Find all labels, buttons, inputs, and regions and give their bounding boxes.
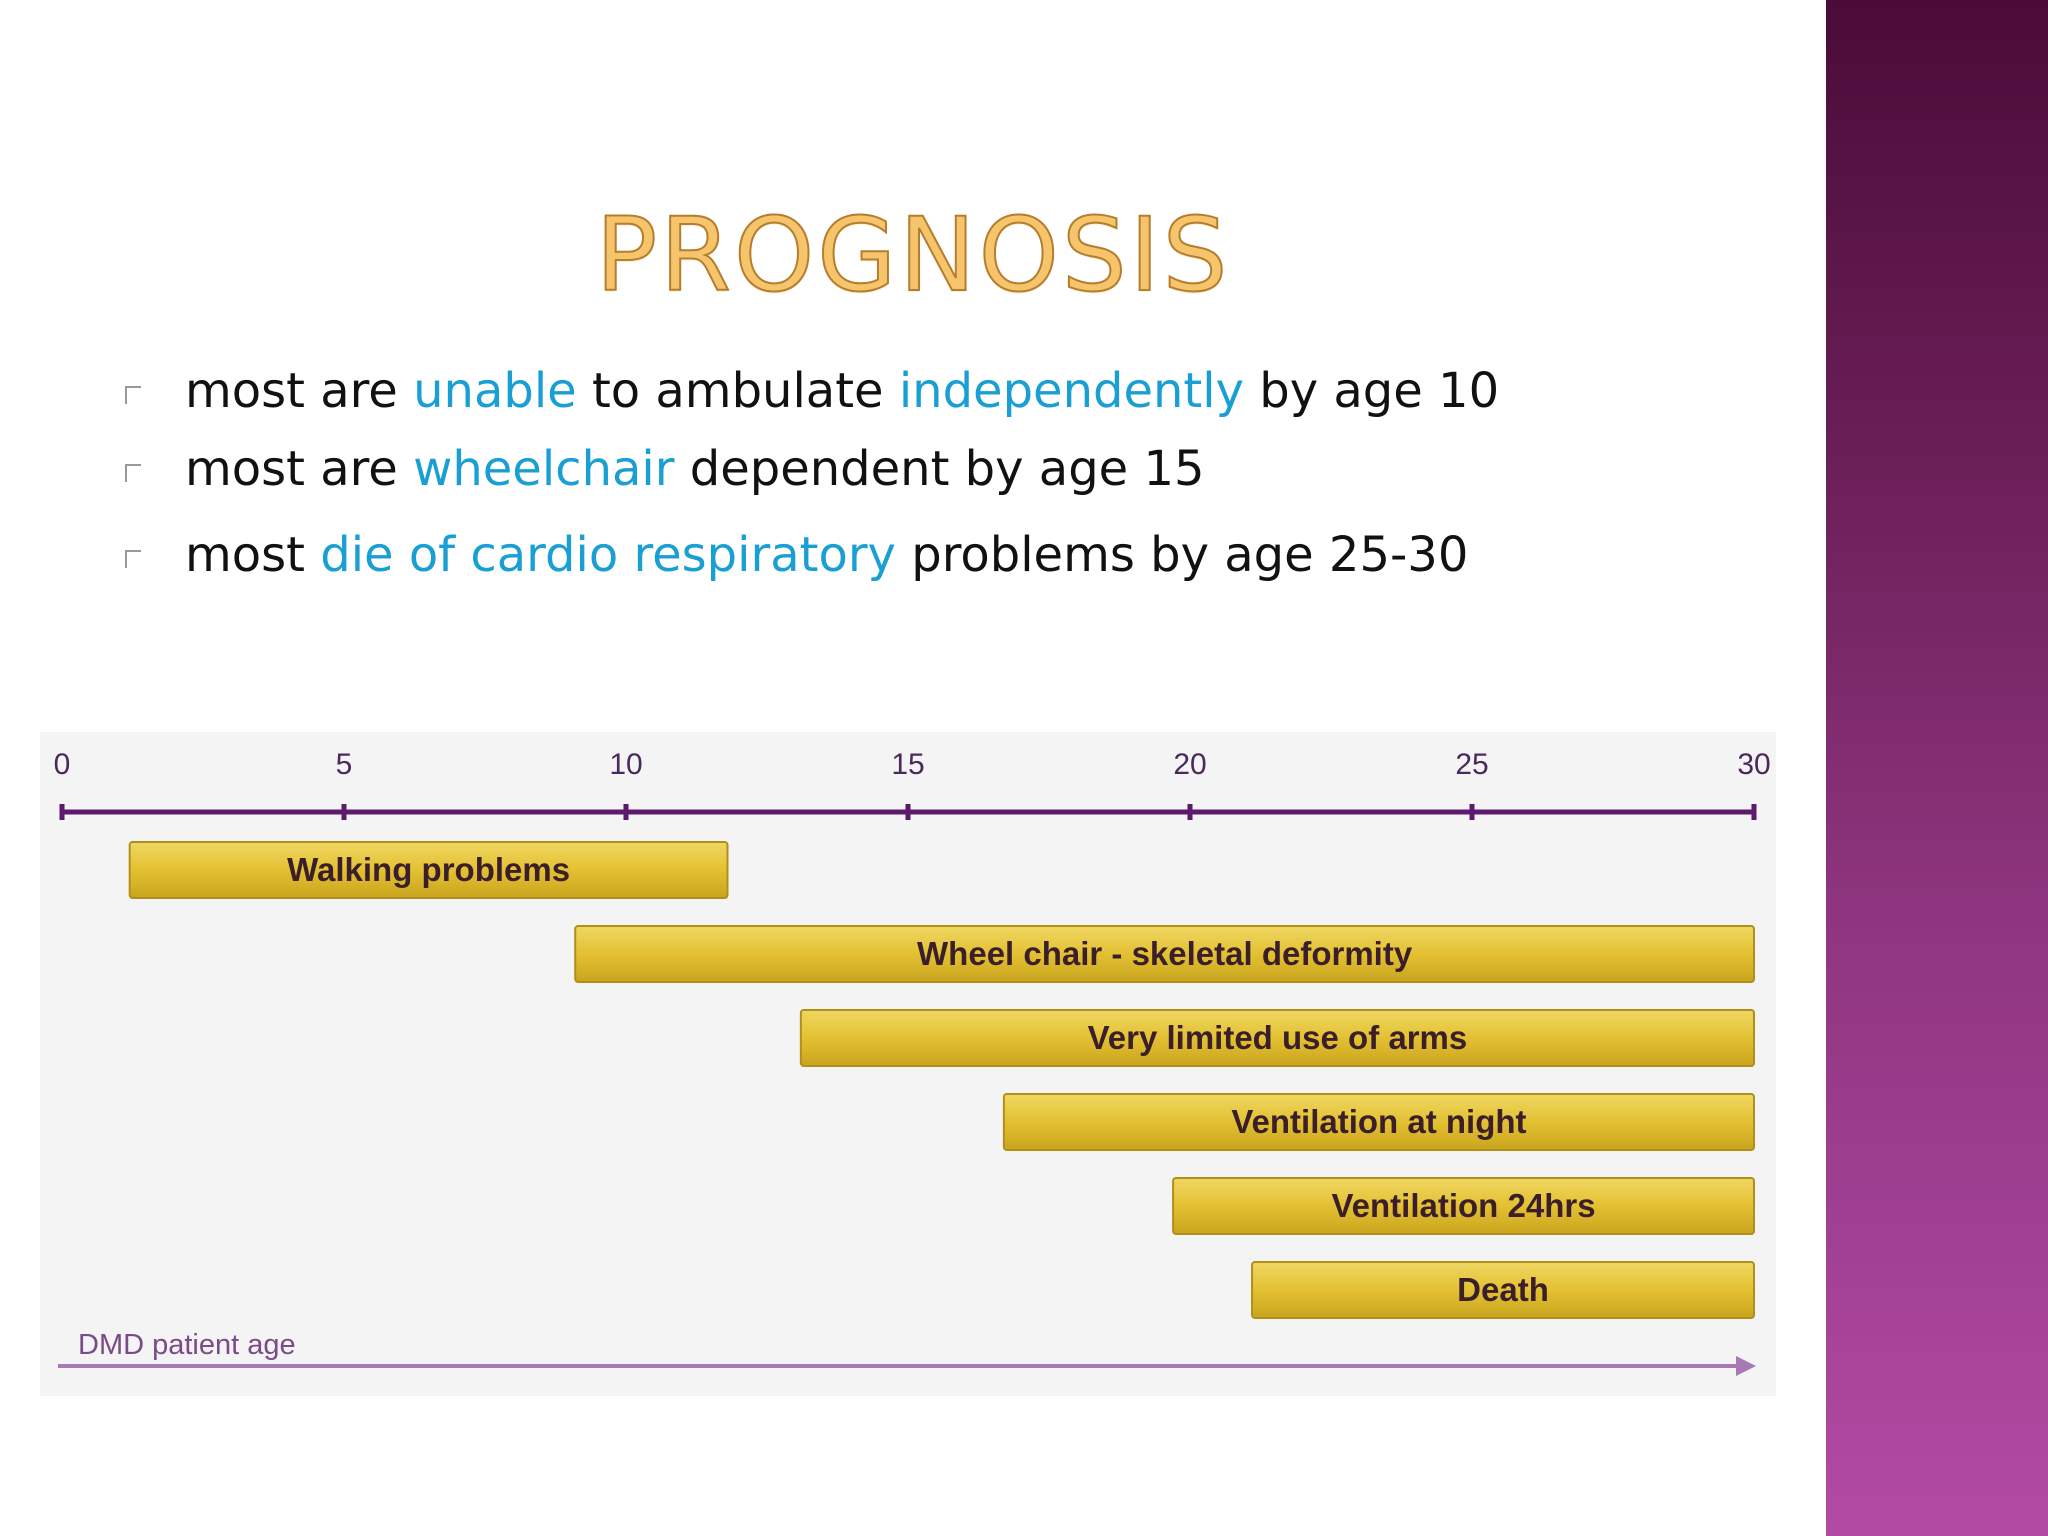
range-bar [1251,1261,1756,1319]
bullet-text: most are unable to ambulate independentl… [185,360,1499,422]
range-bar [574,925,1755,983]
x-tick-label: 30 [1737,748,1770,781]
bullet-highlight: wheelchair [413,441,675,497]
x-tick-label: 5 [336,748,353,781]
range-bar [1172,1177,1755,1235]
range-bar-label: Ventilation 24hrs [1331,1187,1595,1224]
range-bar-label: Ventilation at night [1231,1103,1526,1140]
bullet-segment: by age 10 [1243,363,1500,419]
bullet-marker-icon [125,464,141,482]
bullet-marker-icon [125,386,141,404]
bullet-highlight: die of cardio respiratory [320,527,896,583]
x-axis-title: DMD patient age [78,1329,296,1361]
x-tick-label: 10 [609,748,642,781]
bullet-highlight: independently [898,363,1244,419]
x-tick-label: 25 [1455,748,1488,781]
arrow-head-icon [1736,1356,1756,1376]
bullet-segment: to ambulate [576,363,899,419]
bullet-text: most are wheelchair dependent by age 15 [185,438,1205,500]
bullet-segment: most [185,527,321,583]
chart-svg: 0 5 10 15 20 25 30 Walking problems Wheel chair… [54,748,1771,1376]
range-bar [799,1009,1755,1067]
slide-title: PROGNOSIS [595,196,1231,315]
prognosis-timeline-chart: 0 5 10 15 20 25 30 Walking problems Wheel chair… [40,732,1776,1396]
decorative-side-band [1826,0,2048,1536]
x-tick-label: 20 [1173,748,1206,781]
bullet-highlight: unable [413,363,577,419]
bullet-segment: most are [185,363,414,419]
range-bar-label: Walking problems [287,851,570,888]
range-bar-label: Wheel chair - skeletal deformity [917,935,1413,972]
range-bar [128,841,729,899]
bullet-marker-icon [125,550,141,568]
bullet-segment: most are [185,441,414,497]
bullet-text: most die of cardio respiratory problems … [185,524,1468,586]
range-bar [1002,1093,1755,1151]
bullet-segment: dependent by age 15 [674,441,1205,497]
x-tick-label: 15 [891,748,924,781]
range-bar-label: Very limited use of arms [1088,1019,1468,1056]
range-bar-label: Death [1457,1271,1549,1308]
x-tick-label: 0 [54,748,71,781]
bullet-segment: problems by age 25-30 [895,527,1469,583]
